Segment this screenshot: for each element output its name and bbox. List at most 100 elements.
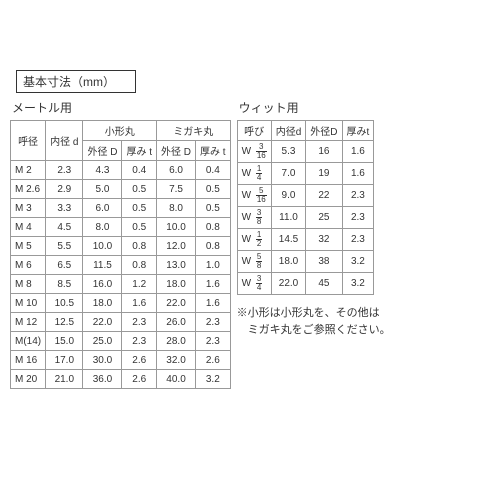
fraction: 316	[256, 143, 267, 160]
footnote: ※小形は小形丸を、その他は ミガキ丸をご参照ください。	[237, 305, 391, 338]
cell-inner: 4.5	[46, 218, 83, 237]
table-row: W 147.0191.6	[237, 163, 374, 185]
cell-s-thick: 0.8	[122, 256, 157, 275]
hdr-w-inner: 内径d	[271, 121, 306, 141]
cell-s-outer: 6.0	[83, 199, 122, 218]
cell-m-thick: 0.8	[196, 237, 231, 256]
cell-s-outer: 36.0	[83, 370, 122, 389]
cell-inner: 6.5	[46, 256, 83, 275]
whit-header-row: 呼び 内径d 外径D 厚みt	[237, 121, 374, 141]
cell-outer: 19	[306, 163, 342, 185]
hdr-s-outer: 外径 D	[83, 141, 122, 161]
hdr-w-thick: 厚みt	[342, 121, 374, 141]
hdr-w-nominal: 呼び	[237, 121, 271, 141]
cell-s-outer: 22.0	[83, 313, 122, 332]
cell-inner: 15.0	[46, 332, 83, 351]
cell-s-thick: 2.3	[122, 332, 157, 351]
hdr-w-outer: 外径D	[306, 121, 342, 141]
cell-s-thick: 2.6	[122, 370, 157, 389]
metric-section: メートル用 呼径 内径 d 小形丸 ミガキ丸 外径 D 厚み t 外径 D 厚み…	[10, 99, 231, 389]
cell-thick: 1.6	[342, 141, 374, 163]
cell-m-thick: 2.3	[196, 313, 231, 332]
hdr-nominal: 呼径	[11, 121, 46, 161]
hdr-small-group: 小形丸	[83, 121, 157, 141]
cell-inner: 9.0	[271, 185, 306, 207]
cell-m-outer: 12.0	[157, 237, 196, 256]
fraction: 12	[256, 231, 262, 248]
table-row: M 1617.030.02.632.02.6	[11, 351, 231, 370]
cell-s-thick: 2.6	[122, 351, 157, 370]
table-row: M 33.36.00.58.00.5	[11, 199, 231, 218]
cell-s-thick: 0.5	[122, 199, 157, 218]
cell-s-outer: 16.0	[83, 275, 122, 294]
tables-row: メートル用 呼径 内径 d 小形丸 ミガキ丸 外径 D 厚み t 外径 D 厚み…	[10, 99, 490, 389]
fraction: 58	[256, 253, 262, 270]
table-row: W 5169.0222.3	[237, 185, 374, 207]
table-row: W 3422.0453.2	[237, 273, 374, 295]
cell-s-thick: 0.5	[122, 180, 157, 199]
note-line1: ※小形は小形丸を、その他は	[237, 307, 380, 319]
cell-thick: 1.6	[342, 163, 374, 185]
cell-m-outer: 40.0	[157, 370, 196, 389]
cell-s-thick: 1.6	[122, 294, 157, 313]
cell-m-thick: 0.8	[196, 218, 231, 237]
cell-m-thick: 0.5	[196, 199, 231, 218]
cell-m-thick: 0.5	[196, 180, 231, 199]
cell-inner: 11.0	[271, 207, 306, 229]
table-row: W 3165.3161.6	[237, 141, 374, 163]
cell-inner: 2.9	[46, 180, 83, 199]
cell-inner: 2.3	[46, 161, 83, 180]
table-row: W 1214.5322.3	[237, 229, 374, 251]
table-row: M 1212.522.02.326.02.3	[11, 313, 231, 332]
hdr-m-thick: 厚み t	[196, 141, 231, 161]
cell-s-outer: 5.0	[83, 180, 122, 199]
cell-inner: 7.0	[271, 163, 306, 185]
cell-m-outer: 8.0	[157, 199, 196, 218]
cell-outer: 38	[306, 251, 342, 273]
hdr-inner: 内径 d	[46, 121, 83, 161]
whit-table: 呼び 内径d 外径D 厚みt W 3165.3161.6W 147.0191.6…	[237, 120, 375, 295]
cell-inner: 10.5	[46, 294, 83, 313]
hdr-s-thick: 厚み t	[122, 141, 157, 161]
cell-s-outer: 11.5	[83, 256, 122, 275]
table-row: M(14)15.025.02.328.02.3	[11, 332, 231, 351]
cell-inner: 3.3	[46, 199, 83, 218]
cell-m-outer: 22.0	[157, 294, 196, 313]
whit-title: ウィット用	[239, 99, 391, 116]
cell-m-outer: 13.0	[157, 256, 196, 275]
metric-table: 呼径 内径 d 小形丸 ミガキ丸 外径 D 厚み t 外径 D 厚み t M 2…	[10, 120, 231, 389]
cell-nominal: W 12	[237, 229, 271, 251]
cell-s-thick: 0.8	[122, 237, 157, 256]
cell-m-thick: 1.6	[196, 294, 231, 313]
table-row: M 44.58.00.510.00.8	[11, 218, 231, 237]
cell-outer: 16	[306, 141, 342, 163]
cell-inner: 12.5	[46, 313, 83, 332]
cell-s-thick: 0.5	[122, 218, 157, 237]
cell-nominal: W 316	[237, 141, 271, 163]
cell-m-outer: 18.0	[157, 275, 196, 294]
cell-outer: 22	[306, 185, 342, 207]
hdr-m-outer: 外径 D	[157, 141, 196, 161]
cell-nominal: M 8	[11, 275, 46, 294]
cell-outer: 25	[306, 207, 342, 229]
cell-nominal: W 14	[237, 163, 271, 185]
cell-nominal: M 10	[11, 294, 46, 313]
table-row: M 1010.518.01.622.01.6	[11, 294, 231, 313]
cell-m-outer: 28.0	[157, 332, 196, 351]
cell-m-outer: 7.5	[157, 180, 196, 199]
cell-s-outer: 8.0	[83, 218, 122, 237]
unit-label-box: 基本寸法（mm）	[16, 70, 136, 93]
cell-nominal: M 2.6	[11, 180, 46, 199]
cell-nominal: M 2	[11, 161, 46, 180]
table-row: M 55.510.00.812.00.8	[11, 237, 231, 256]
cell-outer: 32	[306, 229, 342, 251]
whit-section: ウィット用 呼び 内径d 外径D 厚みt W 3165.3161.6W 147.…	[237, 99, 391, 338]
cell-inner: 21.0	[46, 370, 83, 389]
cell-nominal: W 58	[237, 251, 271, 273]
cell-s-outer: 30.0	[83, 351, 122, 370]
unit-label: 基本寸法（mm）	[23, 75, 115, 89]
cell-nominal: W 34	[237, 273, 271, 295]
cell-s-outer: 10.0	[83, 237, 122, 256]
cell-m-outer: 10.0	[157, 218, 196, 237]
cell-m-outer: 32.0	[157, 351, 196, 370]
